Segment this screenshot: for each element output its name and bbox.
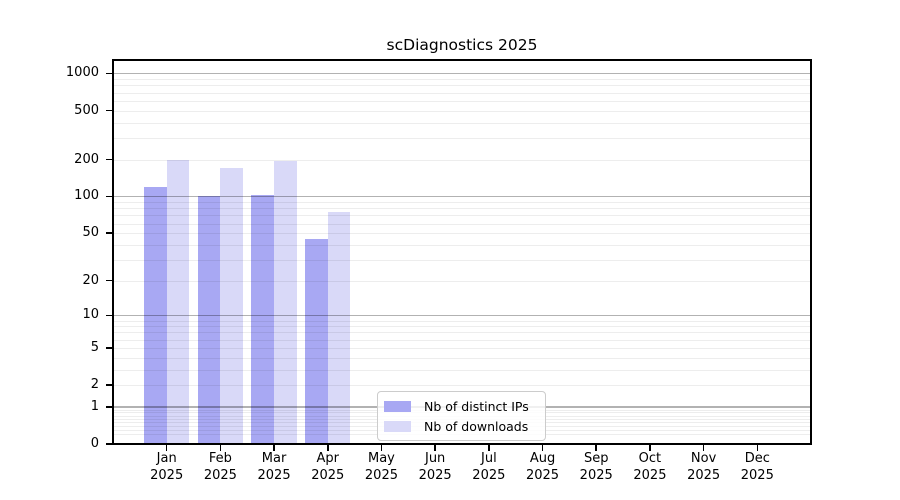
y-tick-label-200: 200 — [74, 151, 99, 167]
gridline-minor-3 — [113, 369, 811, 371]
y-tick-50 — [106, 232, 113, 234]
x-tick-oct — [649, 444, 651, 451]
y-tick-2 — [106, 384, 113, 386]
x-tick-nov — [702, 444, 705, 451]
x-tick-mar — [273, 444, 275, 451]
bar-downloads-mar — [274, 160, 297, 444]
gridline-minor-4 — [113, 357, 811, 359]
legend-item-distinct-ips: Nb of distinct IPs — [384, 397, 545, 417]
gridline-minor-50 — [113, 233, 811, 235]
gridline-minor-900 — [113, 79, 811, 81]
gridline-minor-70 — [113, 215, 811, 217]
y-tick-label-20: 20 — [82, 272, 99, 288]
x-tick-label-oct: Oct 2025 — [633, 451, 667, 483]
gridline-minor-40 — [113, 244, 811, 246]
gridline-minor-500 — [113, 110, 811, 112]
y-tick-label-1: 1 — [90, 398, 99, 414]
gridline-minor-300 — [113, 137, 811, 139]
gridline-minor-700 — [113, 92, 811, 94]
y-tick-10 — [106, 314, 113, 317]
x-tick-may — [380, 444, 383, 451]
gridline-minor-5 — [113, 347, 811, 349]
x-tick-label-apr: Apr 2025 — [311, 451, 345, 483]
x-tick-label-jan: Jan 2025 — [150, 451, 184, 483]
legend-label-downloads: Nb of downloads — [424, 418, 529, 434]
y-tick-label-1000: 1000 — [65, 65, 99, 81]
bar-downloads-apr — [327, 211, 351, 444]
x-tick-sep — [595, 444, 597, 451]
gridline-minor-9 — [113, 320, 811, 322]
legend-swatch-distinct-ips — [384, 401, 411, 413]
x-tick-label-nov: Nov 2025 — [687, 451, 721, 483]
gridline-minor-60 — [113, 223, 811, 225]
y-tick-label-0: 0 — [90, 436, 99, 451]
legend: Nb of distinct IPs Nb of downloads — [377, 391, 546, 441]
x-tick-apr — [327, 444, 329, 451]
gridline-100 — [113, 195, 811, 198]
y-tick-label-10: 10 — [82, 307, 99, 323]
x-tick-jun — [434, 444, 436, 451]
bar-downloads-jan — [166, 159, 190, 444]
x-tick-label-sep: Sep 2025 — [579, 451, 613, 483]
gridline-minor-200 — [113, 159, 811, 161]
y-tick-0 — [106, 443, 113, 445]
y-tick-200 — [106, 158, 113, 161]
y-tick-1000 — [106, 72, 113, 75]
x-tick-label-jun: Jun 2025 — [418, 451, 452, 483]
y-tick-label-50: 50 — [82, 225, 99, 241]
x-tick-jan — [165, 444, 168, 451]
x-tick-dec — [756, 444, 759, 451]
bar-ips-feb — [197, 196, 221, 444]
gridline-minor-600 — [113, 100, 811, 102]
gridline-minor-90 — [113, 202, 811, 204]
x-tick-label-aug: Aug 2025 — [525, 451, 560, 483]
gridline-minor-6 — [113, 339, 811, 341]
gridline-10 — [113, 314, 811, 317]
gridline-minor-7 — [113, 332, 811, 334]
y-tick-label-2: 2 — [90, 377, 99, 393]
x-tick-label-mar: Mar 2025 — [257, 451, 291, 483]
y-tick-label-5: 5 — [90, 339, 99, 355]
y-tick-label-100: 100 — [74, 188, 99, 204]
gridline-1000 — [113, 72, 811, 75]
x-tick-label-feb: Feb 2025 — [203, 451, 237, 483]
y-tick-1 — [106, 406, 113, 408]
bar-ips-apr — [305, 238, 328, 444]
plot-area: 0 1 2 5 10 20 50 100 200 500 1000 Jan 2025 Feb 2025 Mar… — [66, 59, 812, 483]
gridline-minor-8 — [113, 326, 811, 328]
gridline-minor-30 — [113, 259, 811, 261]
x-tick-label-may: May 2025 — [364, 451, 398, 483]
gridline-minor-2 — [113, 385, 811, 387]
x-tick-label-jul: Jul 2025 — [472, 451, 506, 483]
y-tick-100 — [106, 195, 113, 198]
chart-title: scDiagnostics 2025 — [386, 36, 538, 54]
x-tick-jul — [488, 444, 490, 451]
legend-label-distinct-ips: Nb of distinct IPs — [424, 399, 529, 415]
bar-ips-mar — [251, 195, 275, 444]
legend-swatch-downloads — [384, 420, 411, 432]
y-tick-5 — [106, 347, 113, 349]
x-tick-aug — [541, 444, 544, 451]
bar-downloads-feb — [220, 168, 243, 444]
gridline-minor-800 — [113, 85, 811, 87]
gridline-minor-80 — [113, 208, 811, 210]
gridline-minor-400 — [113, 122, 811, 124]
legend-item-downloads: Nb of downloads — [384, 417, 545, 437]
y-tick-20 — [106, 279, 113, 282]
gridline-minor-20 — [113, 280, 811, 282]
y-tick-label-500: 500 — [74, 102, 99, 118]
x-tick-label-dec: Dec 2025 — [740, 451, 774, 483]
bar-ips-jan — [144, 186, 167, 444]
y-tick-500 — [106, 109, 113, 112]
x-tick-feb — [219, 444, 222, 451]
